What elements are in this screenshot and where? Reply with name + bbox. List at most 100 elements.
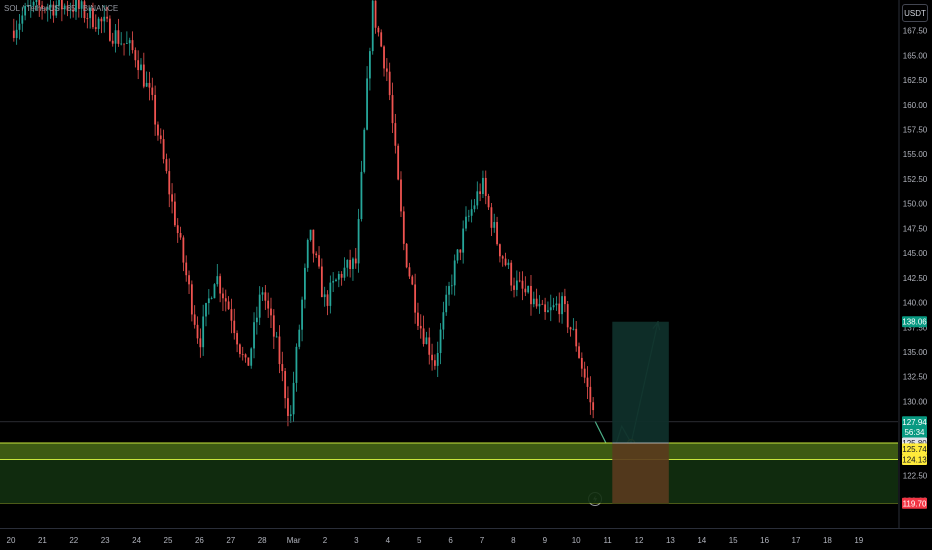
- candle-body-150: [436, 353, 439, 366]
- candle-body-99: [292, 382, 295, 415]
- price-tag-label-stop: 119.70: [903, 499, 927, 508]
- price-tag-countdown: [902, 426, 927, 438]
- candle-body-117: [343, 267, 346, 278]
- candle-body-17: [60, 0, 63, 10]
- candle-body-174: [504, 258, 507, 266]
- candle-body-107: [315, 253, 318, 256]
- candle-body-121: [354, 258, 357, 264]
- candle-body-124: [363, 129, 366, 172]
- candle-body-142: [414, 284, 417, 313]
- x-tick-19: 11: [603, 536, 612, 545]
- candle-body-190: [549, 307, 552, 311]
- lower-demand-zone: [0, 459, 898, 504]
- candle-body-16: [58, 0, 60, 6]
- candle-body-13: [49, 4, 52, 8]
- price-tag-label-countdown: 56:34: [904, 428, 925, 437]
- candle-body-129: [377, 27, 380, 33]
- candle-body-132: [385, 68, 388, 72]
- candle-body-181: [524, 288, 527, 293]
- candle-body-176: [510, 262, 513, 286]
- candle-body-159: [462, 228, 465, 253]
- candle-body-162: [470, 209, 473, 216]
- candle-body-48: [148, 82, 151, 88]
- y-tick-18: 165.00: [903, 51, 928, 60]
- candle-body-14: [52, 4, 55, 16]
- candle-body-109: [320, 266, 323, 298]
- x-tick-16: 8: [511, 536, 516, 545]
- candle-body-134: [391, 95, 394, 124]
- candle-body-94: [278, 336, 281, 365]
- candle-body-123: [360, 171, 363, 220]
- candle-body-127: [371, 0, 374, 52]
- candle-body-85: [253, 322, 255, 349]
- candle-body-52: [159, 135, 162, 140]
- price-tag-label-zone_bottom: 124.13: [902, 455, 927, 464]
- candle-body-102: [301, 299, 303, 330]
- x-tick-9: Mar: [287, 536, 301, 545]
- candle-body-156: [453, 260, 456, 286]
- candle-body-59: [179, 233, 182, 238]
- symbol-legend: SOL / TetherUS · 85 · BINANCE: [4, 4, 119, 13]
- candle-body-8: [35, 0, 38, 3]
- price-tag-last_price: [902, 416, 927, 428]
- x-tick-12: 4: [386, 536, 391, 545]
- y-tick-1: 122.50: [903, 472, 928, 481]
- candle-body-205: [592, 402, 595, 411]
- candle-body-167: [484, 177, 487, 196]
- candle-body-192: [555, 303, 558, 306]
- candle-body-18: [63, 5, 66, 10]
- x-tick-24: 16: [760, 536, 769, 545]
- candle-body-91: [270, 308, 272, 316]
- candle-body-32: [103, 16, 106, 22]
- candle-body-3: [21, 15, 24, 24]
- candle-body-151: [439, 329, 442, 354]
- candle-body-71: [213, 284, 216, 299]
- candle-body-45: [140, 64, 142, 71]
- candle-body-93: [275, 336, 278, 338]
- candle-body-58: [176, 225, 179, 234]
- currency-button[interactable]: USDT: [902, 4, 928, 22]
- x-tick-2: 22: [69, 536, 78, 545]
- candle-body-197: [569, 327, 572, 330]
- position-profit-area: [612, 321, 669, 443]
- candle-body-175: [507, 262, 510, 266]
- candle-body-57: [174, 201, 176, 226]
- x-tick-25: 17: [792, 536, 801, 545]
- candle-body-166: [482, 177, 484, 194]
- candle-body-36: [114, 30, 117, 44]
- x-tick-7: 27: [226, 536, 235, 545]
- candle-body-26: [86, 18, 89, 19]
- x-tick-13: 5: [417, 536, 422, 545]
- candle-body-152: [442, 312, 445, 330]
- candle-body-170: [493, 222, 496, 228]
- x-tick-10: 2: [323, 536, 328, 545]
- candle-body-92: [272, 315, 275, 337]
- candle-body-76: [227, 301, 230, 310]
- candle-body-86: [255, 317, 258, 323]
- candle-body-6: [29, 5, 32, 7]
- candle-body-112: [329, 282, 332, 306]
- candle-body-65: [196, 324, 199, 339]
- price-tag-stop: [902, 497, 927, 509]
- candle-body-133: [388, 71, 391, 96]
- candle-body-169: [490, 207, 493, 228]
- candle-body-140: [408, 267, 411, 277]
- candle-body-40: [125, 43, 128, 44]
- candle-body-42: [131, 40, 134, 51]
- support-zone: [0, 442, 898, 460]
- candle-body-97: [287, 398, 289, 416]
- candle-body-149: [434, 360, 436, 366]
- candle-body-153: [445, 294, 448, 313]
- candle-body-62: [188, 275, 190, 285]
- x-tick-15: 7: [480, 536, 485, 545]
- candle-body-31: [100, 18, 103, 22]
- candle-body-43: [134, 50, 137, 61]
- candle-body-64: [193, 314, 196, 325]
- candle-body-84: [250, 348, 253, 366]
- candle-body-201: [580, 357, 583, 369]
- candle-body-2: [18, 23, 21, 30]
- candle-body-29: [94, 27, 97, 29]
- candle-body-9: [38, 0, 41, 6]
